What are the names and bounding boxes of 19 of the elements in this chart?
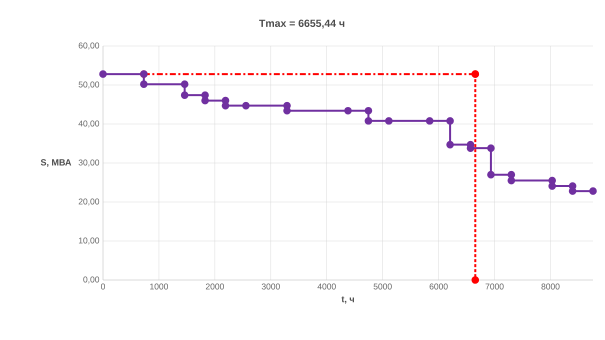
- x-tick-label: 7000: [486, 284, 504, 290]
- x-tick-label: 4000: [318, 284, 336, 290]
- x-tick-label: 2000: [206, 284, 224, 290]
- chart-title: Tmax = 6655,44 ч: [259, 20, 344, 29]
- y-axis-title: S, МВА: [40, 159, 72, 167]
- x-tick-label: 6000: [430, 284, 448, 290]
- x-tick-label: 5000: [374, 284, 392, 290]
- y-tick-label: 30,00: [78, 160, 100, 166]
- x-tick-label: 8000: [541, 284, 560, 290]
- y-tick-label: 20,00: [78, 198, 100, 206]
- y-tick-label: 10,00: [78, 238, 100, 244]
- y-tick-label: 50,00: [78, 82, 100, 88]
- y-tick-label: 40,00: [78, 120, 100, 128]
- x-tick-label: 0: [100, 284, 106, 290]
- y-tick-label: 0,00: [83, 276, 100, 284]
- x-tick-label: 1000: [150, 284, 168, 290]
- y-tick-label: 60,00: [78, 42, 100, 50]
- x-axis-title: t, ч: [342, 296, 354, 304]
- x-tick-label: 3000: [262, 284, 280, 290]
